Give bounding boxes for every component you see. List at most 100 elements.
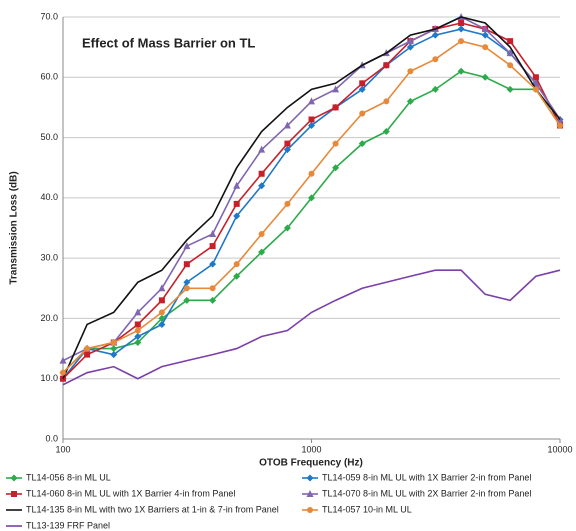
legend-label: TL14-059 8-in ML UL with 1X Barrier 2-in…	[322, 472, 531, 482]
data-point	[532, 79, 540, 87]
data-point	[359, 80, 366, 87]
data-point	[134, 327, 141, 334]
data-point	[481, 25, 489, 33]
data-point	[134, 308, 142, 316]
legend-label: TL14-060 8-in ML UL with 1X Barrier 4-in…	[26, 488, 235, 498]
data-point	[332, 164, 340, 172]
data-point	[482, 44, 489, 51]
data-point	[84, 345, 91, 352]
data-point	[258, 170, 265, 177]
data-point	[283, 224, 291, 232]
data-point	[308, 122, 315, 130]
data-point	[59, 356, 67, 364]
x-axis-title: OTOB Frequency (Hz)	[259, 458, 363, 469]
legend-marker	[11, 491, 17, 497]
data-point	[134, 339, 142, 347]
legend-label: TL14-070 8-in ML UL with 2X Barrier 2-in…	[322, 488, 531, 498]
legend-label: TL14-056 8-in ML UL	[26, 472, 111, 482]
data-point	[308, 194, 315, 202]
data-point	[209, 296, 217, 304]
data-point	[458, 38, 465, 45]
data-point	[183, 278, 191, 286]
data-point	[183, 285, 190, 292]
data-point	[507, 62, 514, 69]
data-point	[258, 248, 266, 256]
data-point	[332, 104, 339, 111]
data-point	[481, 31, 489, 39]
legend-label: TL14-057 10-in ML UL	[322, 504, 412, 514]
data-point	[183, 261, 190, 268]
data-point	[233, 212, 241, 220]
y-tick-label: 30.0	[40, 253, 58, 263]
y-tick-label: 40.0	[40, 192, 58, 202]
data-point	[358, 140, 366, 148]
data-point	[134, 321, 141, 328]
data-point	[60, 369, 66, 376]
data-point	[183, 242, 191, 250]
data-point	[432, 56, 439, 63]
data-point	[308, 116, 315, 123]
data-point	[158, 284, 166, 292]
legend-label: TL13-139 FRF Panel	[26, 520, 110, 530]
y-tick-label: 10.0	[40, 373, 58, 383]
x-tick-label: 10000	[547, 444, 572, 454]
data-point	[383, 62, 390, 69]
data-point	[283, 146, 291, 154]
data-point	[532, 74, 539, 81]
data-point	[481, 73, 489, 81]
data-point	[258, 231, 265, 238]
data-point	[284, 140, 291, 147]
data-point	[158, 320, 166, 328]
data-point	[209, 243, 216, 250]
data-point	[383, 98, 390, 105]
data-point	[431, 85, 439, 93]
data-point	[209, 260, 217, 268]
y-tick-label: 60.0	[40, 72, 58, 82]
y-axis-title: Transmission Loss (dB)	[9, 171, 20, 284]
data-point	[507, 38, 514, 45]
data-point	[431, 31, 439, 39]
data-point	[209, 285, 216, 292]
data-point	[158, 297, 165, 304]
data-point	[332, 140, 339, 147]
data-point	[284, 200, 291, 207]
legend-label: TL14-135 8-in ML with two 1X Barriers at…	[26, 504, 279, 514]
data-point	[406, 43, 414, 51]
data-point	[134, 333, 142, 341]
data-point	[506, 49, 514, 57]
data-point	[458, 20, 465, 27]
data-point	[358, 85, 366, 93]
data-point	[233, 181, 241, 189]
legend-marker	[307, 507, 313, 513]
data-point	[457, 67, 465, 75]
data-point	[258, 145, 266, 153]
data-point	[557, 122, 563, 129]
data-point	[382, 128, 390, 136]
data-point	[406, 97, 414, 105]
data-point	[457, 25, 465, 33]
data-point	[308, 97, 315, 105]
data-point	[506, 85, 514, 93]
data-point	[233, 200, 240, 207]
data-point	[110, 339, 117, 346]
data-point	[110, 345, 118, 353]
data-point	[359, 110, 366, 117]
data-point	[209, 230, 217, 238]
data-point	[406, 37, 414, 45]
data-point	[84, 351, 91, 358]
y-tick-label: 50.0	[40, 132, 58, 142]
data-point	[158, 309, 165, 316]
x-tick-label: 100	[55, 444, 70, 454]
series-line	[62, 16, 561, 380]
data-point	[332, 85, 340, 93]
data-point	[532, 86, 539, 93]
x-tick-label: 1000	[301, 444, 321, 454]
data-point	[233, 272, 241, 280]
y-tick-label: 20.0	[40, 313, 58, 323]
data-point	[233, 261, 240, 268]
legend-marker	[10, 474, 18, 482]
data-point	[183, 296, 191, 304]
data-point	[283, 121, 291, 129]
